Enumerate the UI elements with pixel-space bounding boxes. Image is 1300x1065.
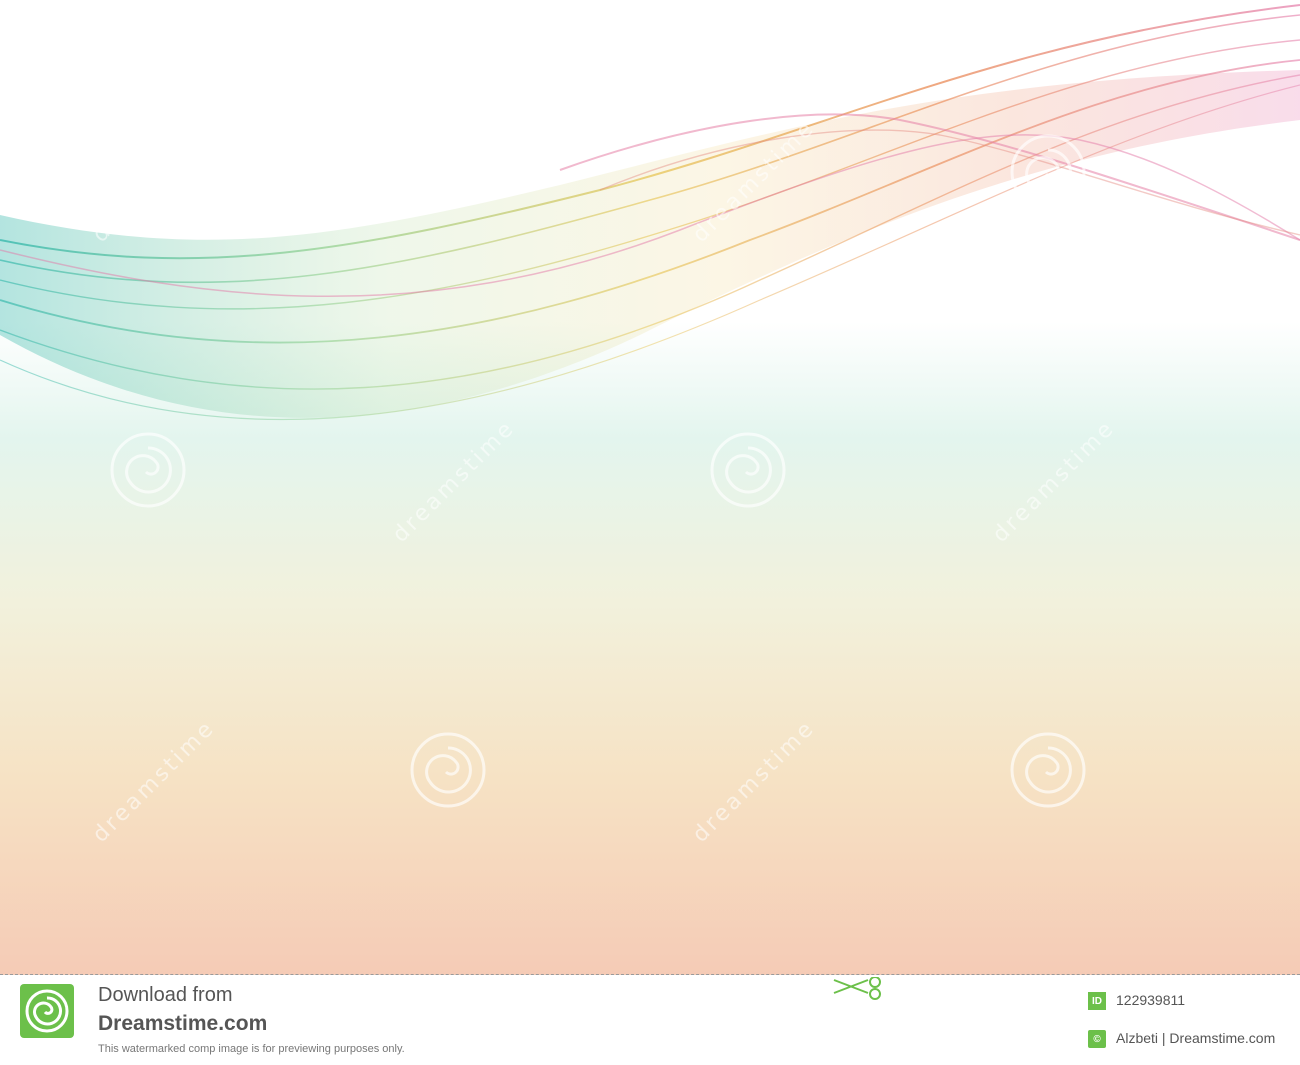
- wave-line: [0, 14, 1300, 284]
- watermark-spirals: [110, 134, 1086, 808]
- image-id: 122939811: [1116, 992, 1186, 1008]
- download-from-label: Download from: [98, 984, 233, 1006]
- wave-illustration: [0, 0, 1300, 975]
- dreamstime-footer: Download from Dreamstime.com This waterm…: [0, 975, 1300, 1065]
- scissors-icon: [833, 977, 881, 1000]
- wave-line: [0, 74, 1300, 390]
- dreamstime-logo-icon: [20, 984, 74, 1038]
- abstract-wave-background: [0, 0, 1300, 975]
- dreamstime-link[interactable]: Dreamstime.com: [98, 1012, 268, 1035]
- wave-line: [0, 134, 1300, 298]
- wave-line: [0, 84, 1300, 421]
- wave-line: [0, 4, 1300, 260]
- id-badge: ID: [1088, 992, 1106, 1010]
- wave-ribbon-fill: [0, 70, 1300, 418]
- copyright-badge: ©: [1088, 1030, 1106, 1048]
- cut-divider: [0, 974, 1300, 975]
- author-credit[interactable]: Alzbeti | Dreamstime.com: [1116, 1030, 1276, 1046]
- wave-line: [0, 59, 1300, 344]
- preview-note: This watermarked comp image is for previ…: [98, 1043, 405, 1055]
- wave-line: [599, 129, 1300, 236]
- wave-line: [559, 113, 1300, 241]
- wave-line: [0, 39, 1300, 310]
